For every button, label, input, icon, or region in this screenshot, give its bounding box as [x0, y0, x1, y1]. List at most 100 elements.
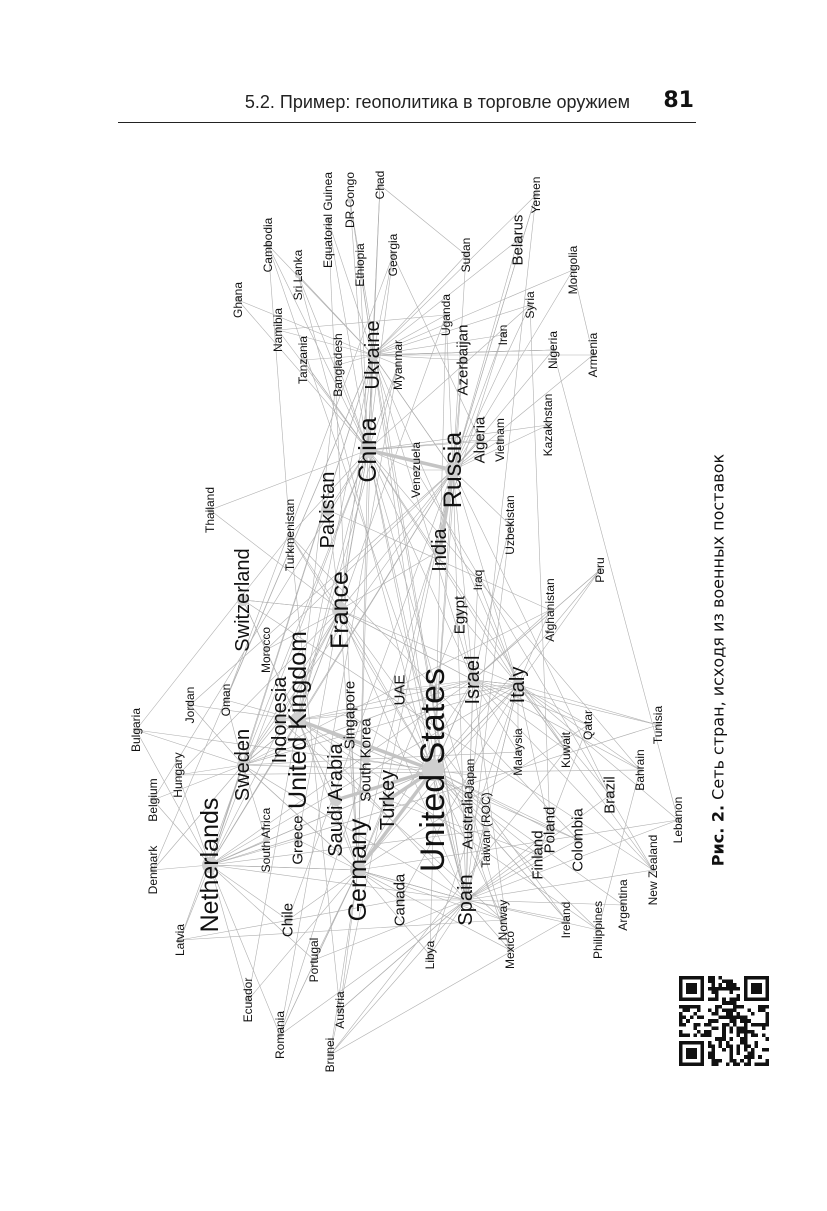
network-edge — [459, 614, 474, 681]
network-edge — [429, 314, 447, 956]
network-edge — [279, 364, 399, 1036]
network-edge — [297, 274, 369, 451]
network-edge — [152, 354, 374, 871]
network-edge — [242, 609, 341, 766]
network-edge — [279, 609, 341, 721]
network-edge — [267, 244, 511, 951]
node-label-uz: Uzbekistan — [503, 495, 517, 554]
node-label-ge: Georgia — [386, 233, 400, 276]
network-edge — [429, 684, 519, 956]
network-node-br — [606, 791, 614, 799]
network-edge — [465, 684, 519, 901]
network-edge — [265, 649, 299, 721]
network-node-ge — [390, 252, 396, 258]
node-label-tz: Tanzania — [296, 336, 310, 384]
network-edge — [335, 799, 359, 871]
node-label-kh: Cambodia — [261, 217, 275, 272]
network-edge — [452, 254, 467, 471]
network-edge — [329, 749, 567, 1056]
network-edge — [452, 469, 474, 681]
node-label-my: Malaysia — [511, 728, 525, 776]
network-edge — [432, 684, 519, 771]
network-edge — [339, 314, 447, 611]
node-label-kr: South Korea — [358, 718, 375, 802]
network-edge — [517, 684, 589, 726]
chapter-title: 5.2. Пример: геополитика в торговле оруж… — [244, 92, 630, 112]
network-node-ch — [237, 594, 249, 606]
network-edge — [337, 354, 374, 366]
network-edge — [327, 449, 369, 511]
node-label-sd: Sudan — [459, 238, 473, 273]
network-edge — [472, 679, 567, 751]
network-node-ua — [367, 349, 379, 361]
network-edge — [372, 194, 537, 356]
network-edge — [367, 449, 467, 901]
network-edge — [179, 919, 504, 941]
network-edge — [432, 769, 624, 906]
network-edge — [225, 699, 299, 721]
network-edge — [313, 869, 359, 961]
node-label-ro: Romania — [273, 1011, 287, 1059]
node-label-gr: Greece — [290, 815, 307, 864]
network-edge — [349, 199, 467, 901]
network-edge — [517, 684, 659, 726]
network-edge — [265, 609, 341, 651]
node-label-td: Chad — [373, 171, 387, 200]
node-label-se: Sweden — [232, 729, 254, 801]
network-edge — [415, 469, 654, 871]
node-label-tn: Tunisia — [651, 706, 665, 745]
node-label-mn: Mongolia — [566, 245, 580, 294]
network-edge — [297, 364, 339, 721]
node-label-bh: Bahrain — [633, 749, 647, 790]
network-edge — [329, 899, 467, 1056]
network-edge — [189, 469, 454, 706]
node-label-fi: Finland — [530, 830, 547, 879]
network-edge — [432, 769, 487, 831]
network-node-pl — [546, 826, 554, 834]
network-node-am — [590, 352, 596, 358]
node-label-by: Belarus — [510, 215, 527, 266]
network-node-sg — [346, 711, 354, 719]
node-label-us: United States — [414, 668, 452, 872]
network-edge — [465, 679, 474, 901]
node-label-kz: Kazakhstan — [541, 394, 555, 457]
network-edge — [177, 609, 341, 776]
network-node-nl — [202, 857, 218, 873]
network-edge — [472, 679, 519, 753]
node-label-pe: Peru — [593, 557, 607, 582]
network-edge — [472, 579, 479, 681]
network-node-nz — [650, 867, 656, 873]
network-node-kh — [265, 242, 271, 248]
network-node-ca — [396, 896, 404, 904]
network-edge — [179, 864, 211, 941]
node-label-de: Germany — [344, 818, 372, 921]
network-edge — [277, 329, 369, 451]
network-edge — [485, 829, 567, 921]
network-edge — [357, 449, 369, 871]
network-edge — [339, 354, 374, 611]
network-edge — [297, 839, 359, 871]
network-edge — [372, 354, 434, 771]
network-node-my — [515, 749, 521, 755]
network-edge — [517, 609, 551, 686]
network-edge — [297, 609, 341, 721]
network-edge — [452, 424, 549, 471]
network-node-vn — [497, 437, 503, 443]
network-node-om — [223, 697, 229, 703]
network-edge — [445, 314, 454, 471]
network-edge — [399, 684, 519, 691]
network-edge — [465, 524, 511, 901]
network-edge — [357, 354, 374, 871]
node-label-lv: Latvia — [173, 924, 187, 956]
node-label-af: Afghanistan — [543, 578, 557, 641]
network-edge — [209, 469, 454, 866]
page-number: 81 — [663, 88, 694, 113]
network-node-kz — [545, 422, 551, 428]
network-node-lb — [675, 817, 681, 823]
network-node-at — [337, 1007, 343, 1013]
network-edge — [472, 679, 654, 871]
node-label-gq: Equatorial Guinea — [321, 172, 335, 268]
network-edge — [279, 334, 504, 1036]
network-edge — [177, 769, 641, 776]
network-edge — [209, 864, 467, 901]
